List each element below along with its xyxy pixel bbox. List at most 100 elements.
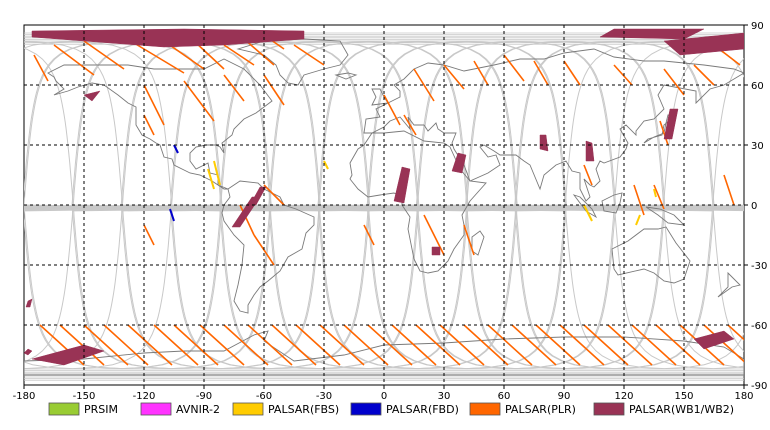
wb-swath — [585, 140, 595, 162]
plr-swath — [463, 224, 475, 256]
legend-swatch — [140, 402, 172, 416]
orbit-track — [24, 199, 223, 370]
lon-tick-label: -60 — [256, 391, 272, 402]
wb-swath — [25, 298, 33, 308]
plr-swath — [319, 324, 365, 366]
fbd-swath — [173, 144, 179, 154]
plr-swath — [53, 44, 95, 76]
coastline-greenland — [236, 38, 349, 86]
coastline-iceland — [334, 72, 358, 80]
lon-tick-label: 180 — [734, 391, 753, 402]
plr-swath — [83, 324, 129, 366]
coastline-south-america — [221, 180, 315, 314]
legend-swatch — [350, 402, 382, 416]
plr-swath — [367, 324, 413, 366]
plr-swath — [383, 94, 401, 126]
plr-swath — [563, 60, 581, 86]
tick-labels-layer: -180 -150 -120 -90 -60 -30 0 30 60 90 120 150 180 90 6… — [13, 21, 768, 402]
plr-swath — [583, 164, 593, 186]
plr-swath — [423, 214, 445, 256]
plr-swath — [415, 324, 461, 366]
plr-swath — [473, 60, 489, 86]
fbs-swath — [653, 188, 657, 198]
fbs-swath — [323, 160, 329, 170]
plr-swath — [391, 324, 437, 366]
plr-swath — [59, 324, 105, 366]
lon-tick-label: 60 — [498, 391, 511, 402]
plr-swath — [663, 68, 685, 96]
lat-tick-label: -60 — [751, 321, 767, 332]
lat-tick-label: 30 — [751, 141, 764, 152]
legend-label: PALSAR(FBS) — [268, 403, 339, 416]
legend-item: PALSAR(FBS) — [232, 402, 339, 416]
orbit-track — [415, 40, 744, 370]
plr-swath — [487, 324, 533, 366]
fbs-swath — [583, 204, 593, 222]
plr-swath — [143, 84, 165, 126]
plr-swath — [223, 44, 255, 66]
orbit-track — [514, 58, 744, 370]
plr-swath — [727, 324, 744, 341]
legend-label: PALSAR(WB1/WB2) — [629, 403, 734, 416]
plr-swath — [631, 324, 677, 366]
lon-tick-label: -30 — [316, 391, 332, 402]
lon-tick-label: -120 — [133, 391, 156, 402]
lat-tick-label: 90 — [751, 21, 764, 32]
legend: PRSIM AVNIR-2 PALSAR(FBS) PALSAR(FBD) PALSAR… — [48, 402, 734, 416]
lat-tick-label: -90 — [751, 381, 767, 392]
legend-label: PRSIM — [84, 403, 118, 416]
plr-swath — [293, 44, 325, 66]
plr-swath — [143, 114, 155, 136]
plr-swath — [535, 324, 581, 366]
plr-swath — [247, 324, 293, 366]
plr-swath — [533, 60, 549, 86]
grid-layer — [24, 25, 744, 385]
orbit-track — [465, 40, 744, 369]
plr-swath — [463, 324, 509, 366]
plr-swath — [443, 64, 465, 90]
plr-swath — [153, 324, 199, 366]
legend-swatch — [469, 402, 501, 416]
coastline-africa — [349, 130, 487, 274]
lon-tick-label: 30 — [438, 391, 451, 402]
plr-swath — [223, 324, 269, 366]
plr-swath — [607, 324, 653, 366]
orbit-track — [24, 47, 272, 370]
coastline-eurasia — [363, 48, 744, 202]
plr-swath — [703, 324, 744, 363]
legend-item: AVNIR-2 — [140, 402, 220, 416]
wb-swath — [451, 152, 467, 174]
observation-layer — [24, 28, 744, 366]
lon-tick-label: 120 — [614, 391, 633, 402]
orbit-track — [219, 40, 616, 370]
plr-swath — [83, 40, 125, 70]
wb-swath — [693, 330, 735, 350]
coastline-borneo — [601, 192, 623, 214]
coastline-sumatra — [572, 194, 598, 219]
plr-swath — [723, 174, 735, 206]
plr-swath — [127, 324, 173, 366]
plr-swath — [693, 64, 715, 86]
plr-swath — [173, 324, 219, 366]
plr-swath — [613, 64, 633, 86]
wb-swath — [393, 166, 411, 204]
lon-tick-label: -150 — [73, 391, 96, 402]
plr-swath — [223, 74, 245, 102]
legend-label: PALSAR(FBD) — [386, 403, 459, 416]
plr-swath — [263, 184, 285, 206]
wb-swath — [663, 108, 679, 140]
wb-swath — [599, 28, 705, 40]
plr-swath — [363, 224, 375, 246]
legend-item: PALSAR(FBD) — [350, 402, 459, 416]
plr-swath — [143, 224, 155, 246]
legend-swatch — [232, 402, 264, 416]
plr-swath — [403, 114, 417, 136]
lon-tick-label: -180 — [13, 391, 36, 402]
lat-tick-label: 60 — [751, 81, 764, 92]
lon-tick-label: 150 — [674, 391, 693, 402]
orbit-track — [268, 40, 665, 370]
wb-swath — [31, 344, 105, 366]
plr-swath — [583, 324, 629, 366]
legend-label: AVNIR-2 — [176, 403, 220, 416]
